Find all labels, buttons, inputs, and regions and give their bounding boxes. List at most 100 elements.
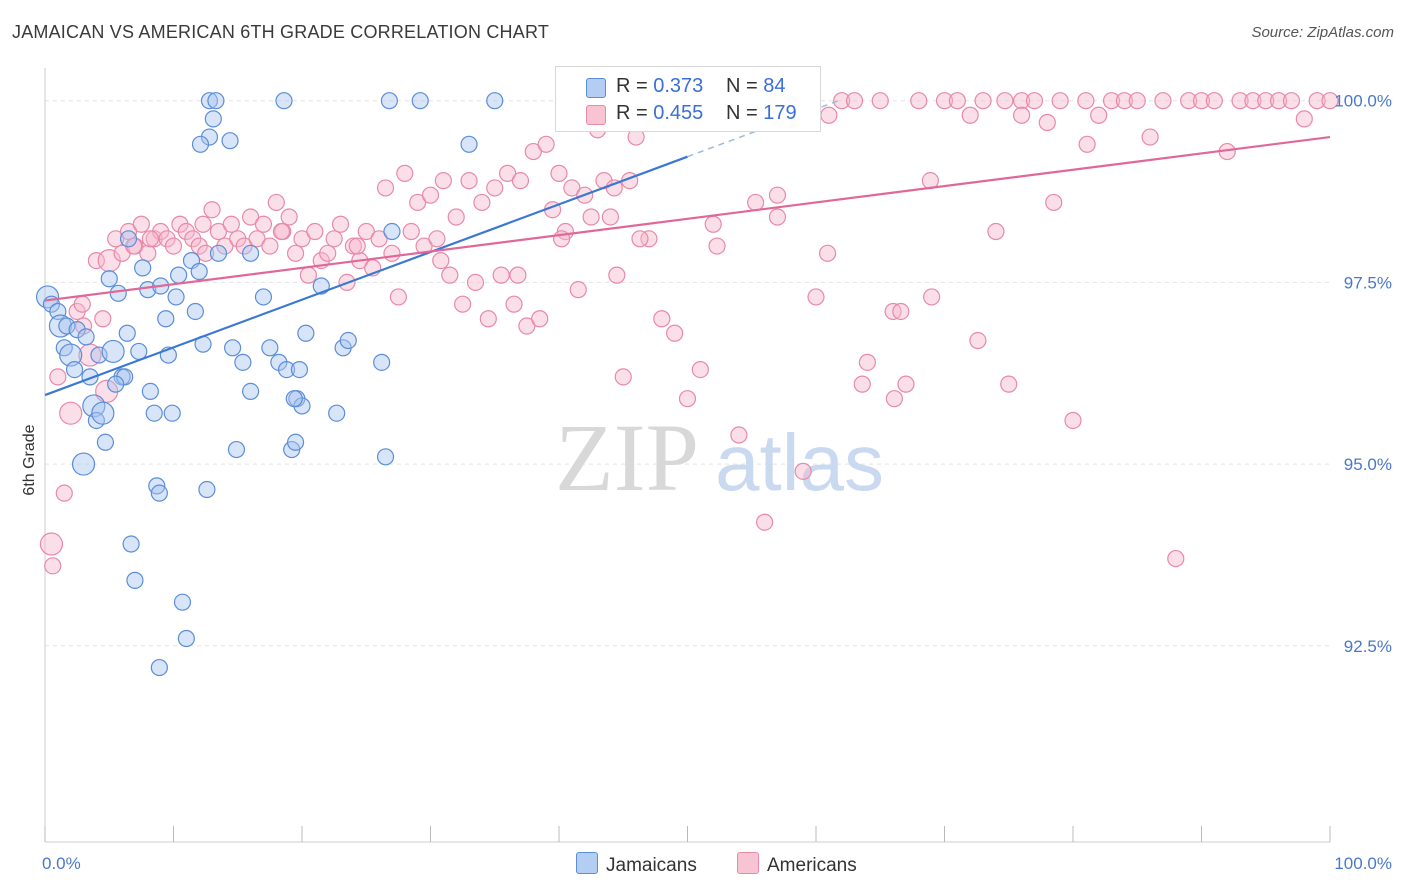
jamaicans-point [275, 92, 293, 110]
legend-r-label: R = [616, 102, 648, 124]
americans-points [39, 92, 1339, 575]
americans-point [44, 557, 62, 575]
jamaicans-point [170, 266, 188, 284]
jamaicans-point [242, 244, 260, 262]
x-tick-label: 0.0% [42, 854, 81, 873]
jamaicans-point [261, 339, 279, 357]
jamaicans-point [277, 361, 296, 379]
americans-point [910, 92, 928, 110]
americans-point [807, 288, 825, 306]
jamaicans-point [58, 317, 76, 335]
americans-point [1154, 92, 1172, 110]
americans-point [1180, 92, 1198, 110]
jamaicans-point [376, 448, 395, 466]
americans-point [853, 375, 871, 393]
jamaicans-point [285, 390, 303, 408]
americans-point [1000, 375, 1018, 393]
americans-point [306, 222, 324, 241]
jamaicans-point [91, 401, 115, 425]
jamaicans-point [383, 222, 401, 241]
axes [44, 68, 1331, 843]
americans-point [59, 401, 83, 425]
americans-point [1090, 106, 1108, 124]
y-axis-label: 6th Grade [21, 424, 38, 495]
americans-point [194, 215, 212, 233]
americans-point [509, 266, 527, 284]
y-tick-label: 92.5% [1344, 637, 1392, 656]
americans-point [935, 92, 954, 110]
jamaicans-point [198, 480, 216, 499]
y-tick-label: 97.5% [1344, 273, 1392, 292]
jamaicans-point [118, 324, 136, 342]
americans-point [569, 281, 587, 299]
americans-trend-line [44, 135, 1331, 302]
americans-point [845, 92, 864, 110]
jamaicans-point [119, 230, 138, 248]
jamaicans-point [134, 259, 152, 277]
jamaicans-point [139, 281, 157, 299]
stats-legend: R = 0.373 N = 84 R = 0.455 N = 179 [555, 66, 821, 132]
americans-point [473, 193, 491, 212]
jamaicans-point [101, 339, 125, 364]
americans-point [582, 208, 600, 226]
americans-point [1077, 92, 1095, 110]
americans-point [1269, 92, 1288, 110]
americans-point [39, 532, 64, 556]
legend-row-jamaicans: R = 0.373 N = 84 [556, 75, 820, 101]
americans-point [505, 295, 523, 313]
americans-point [897, 375, 915, 393]
americans-point [653, 310, 671, 328]
jamaicans-point [204, 110, 222, 128]
americans-point [1205, 92, 1223, 110]
jamaicans-point [48, 314, 73, 338]
americans-point [1282, 92, 1301, 110]
legend-swatch-americans [737, 852, 759, 874]
jamaicans-point [207, 92, 225, 110]
americans-point [833, 92, 851, 110]
americans-point [409, 193, 427, 212]
x-tick-labels: 0.0% 100.0% [42, 854, 1392, 873]
americans-point [141, 230, 159, 248]
legend-item-jamaicans[interactable]: Jamaicans [576, 852, 697, 877]
legend-item-americans[interactable]: Americans [737, 852, 857, 877]
americans-point [132, 215, 150, 233]
americans-point [479, 310, 497, 328]
americans-point [563, 179, 581, 197]
americans-point [730, 426, 748, 444]
jamaicans-point [150, 484, 168, 502]
americans-point [768, 208, 787, 226]
americans-point [370, 230, 388, 248]
americans-point [293, 230, 311, 248]
americans-point [466, 273, 485, 291]
jamaicans-point [126, 571, 144, 589]
americans-point [1128, 92, 1146, 110]
americans-point [454, 295, 472, 313]
americans-point [1295, 110, 1313, 128]
americans-point [357, 222, 375, 241]
watermark-zip: ZIP [555, 404, 699, 511]
americans-point [1115, 92, 1134, 110]
americans-point [794, 462, 812, 480]
americans-point [1078, 135, 1096, 153]
jamaicans-points [35, 92, 504, 677]
americans-point [396, 164, 414, 182]
jamaicans-point [460, 135, 478, 153]
americans-point [209, 222, 228, 241]
americans-point [261, 237, 279, 255]
americans-point [1308, 92, 1326, 110]
jamaicans-point [411, 92, 429, 110]
chart-source: Source: ZipAtlas.com [1251, 24, 1394, 41]
jamaicans-point [191, 135, 210, 153]
americans-point [518, 317, 536, 335]
legend-n-value: 84 [763, 75, 786, 97]
legend-swatch-jamaicans [586, 78, 606, 98]
americans-point [441, 266, 459, 284]
jamaicans-point [221, 132, 239, 150]
americans-point [1038, 113, 1056, 132]
americans-point [331, 215, 350, 233]
americans-point [768, 186, 787, 204]
americans-point [961, 106, 979, 124]
jamaicans-point [173, 593, 192, 611]
americans-point [858, 353, 877, 371]
